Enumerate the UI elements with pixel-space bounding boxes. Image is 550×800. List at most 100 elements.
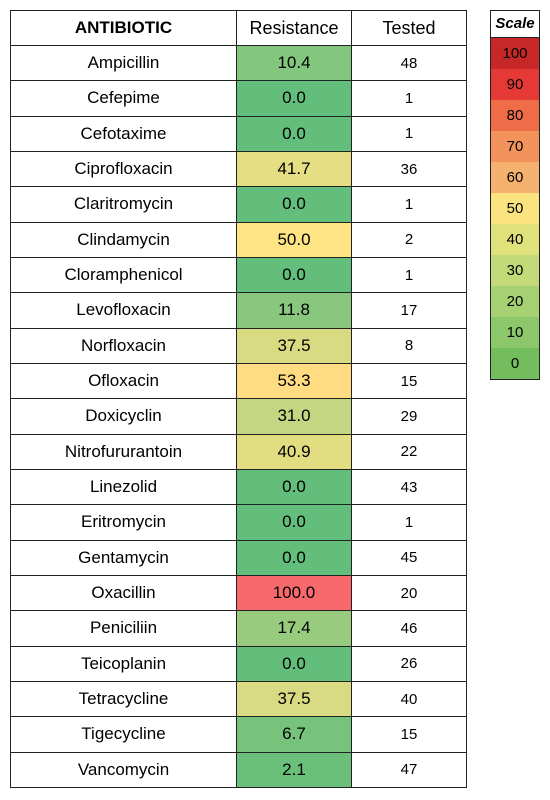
- antibiotic-cell: Linezolid: [10, 468, 237, 506]
- tested-cell: 1: [351, 256, 467, 294]
- antibiotic-column-header: ANTIBIOTIC: [10, 10, 237, 46]
- antibiotic-cell: Peniciliin: [10, 610, 237, 647]
- tested-cell: 17: [351, 292, 467, 329]
- resistance-cell: 37.5: [236, 327, 352, 364]
- scale-step: 60: [491, 162, 539, 193]
- table-row: Teicoplanin 0.0 26: [10, 645, 467, 682]
- scale-step: 0: [491, 348, 539, 379]
- tested-cell: 29: [351, 398, 467, 435]
- tested-cell: 8: [351, 327, 467, 364]
- antibiotic-cell: Norfloxacin: [10, 327, 237, 364]
- resistance-cell: 0.0: [236, 468, 352, 506]
- antibiotic-cell: Eritromycin: [10, 504, 237, 541]
- table-row: Clindamycin 50.0 2: [10, 221, 467, 258]
- tested-cell: 46: [351, 610, 467, 647]
- antibiotic-cell: Vancomycin: [10, 751, 237, 789]
- antibiotic-cell: Cefepime: [10, 80, 237, 117]
- antibiotic-cell: Tigecycline: [10, 716, 237, 753]
- tested-cell: 22: [351, 433, 467, 470]
- table-row: Eritromycin 0.0 1: [10, 504, 467, 541]
- resistance-cell: 53.3: [236, 362, 352, 400]
- table-row: Nitrofururantoin 40.9 22: [10, 433, 467, 470]
- table-row: Tetracycline 37.5 40: [10, 680, 467, 718]
- scale-step: 30: [491, 255, 539, 286]
- tested-cell: 47: [351, 751, 467, 789]
- antibiotic-cell: Claritromycin: [10, 186, 237, 223]
- table-row: Peniciliin 17.4 46: [10, 610, 467, 647]
- color-scale-legend: Scale 100 90 80 70 60 50 40 30 20 10 0: [490, 10, 540, 380]
- table-body: Ampicillin 10.4 48 Cefepime 0.0 1 Cefotaxime 0.…: [10, 44, 467, 789]
- tested-cell: 1: [351, 504, 467, 541]
- resistance-cell: 0.0: [236, 256, 352, 294]
- table-row: Claritromycin 0.0 1: [10, 186, 467, 223]
- tested-cell: 40: [351, 680, 467, 718]
- resistance-cell: 0.0: [236, 645, 352, 682]
- tested-cell: 26: [351, 645, 467, 682]
- header-row: ANTIBIOTIC Resistance Tested: [10, 10, 467, 46]
- scale-title: Scale: [491, 11, 539, 38]
- resistance-cell: 0.0: [236, 186, 352, 223]
- tested-cell: 36: [351, 150, 467, 188]
- antibiotic-cell: Cefotaxime: [10, 115, 237, 152]
- resistance-cell: 100.0: [236, 574, 352, 612]
- table-row: Cefepime 0.0 1: [10, 80, 467, 117]
- antibiotic-cell: Levofloxacin: [10, 292, 237, 329]
- resistance-cell: 17.4: [236, 610, 352, 647]
- scale-step: 50: [491, 193, 539, 224]
- resistance-column-header: Resistance: [236, 10, 352, 46]
- resistance-cell: 31.0: [236, 398, 352, 435]
- scale-step: 40: [491, 224, 539, 255]
- antibiotic-cell: Tetracycline: [10, 680, 237, 718]
- resistance-cell: 10.4: [236, 44, 352, 82]
- table-row: Linezolid 0.0 43: [10, 468, 467, 506]
- table-row: Vancomycin 2.1 47: [10, 751, 467, 789]
- tested-cell: 48: [351, 44, 467, 82]
- tested-cell: 43: [351, 468, 467, 506]
- scale-steps: 100 90 80 70 60 50 40 30 20 10 0: [491, 38, 539, 379]
- antibiotic-cell: Cloramphenicol: [10, 256, 237, 294]
- scale-step: 10: [491, 317, 539, 348]
- antibiotic-cell: Doxicyclin: [10, 398, 237, 435]
- resistance-cell: 0.0: [236, 115, 352, 152]
- table-row: Cloramphenicol 0.0 1: [10, 256, 467, 294]
- tested-cell: 45: [351, 539, 467, 576]
- table-row: Levofloxacin 11.8 17: [10, 292, 467, 329]
- resistance-cell: 0.0: [236, 504, 352, 541]
- scale-step: 80: [491, 100, 539, 131]
- resistance-cell: 41.7: [236, 150, 352, 188]
- tested-cell: 20: [351, 574, 467, 612]
- tested-cell: 15: [351, 716, 467, 753]
- antibiotic-cell: Ampicillin: [10, 44, 237, 82]
- table-row: Norfloxacin 37.5 8: [10, 327, 467, 364]
- table-row: Gentamycin 0.0 45: [10, 539, 467, 576]
- antibiotic-cell: Nitrofururantoin: [10, 433, 237, 470]
- table-row: Tigecycline 6.7 15: [10, 716, 467, 753]
- tested-cell: 1: [351, 115, 467, 152]
- table-row: Oxacillin 100.0 20: [10, 574, 467, 612]
- resistance-cell: 0.0: [236, 539, 352, 576]
- scale-step: 20: [491, 286, 539, 317]
- table-row: Ciprofloxacin 41.7 36: [10, 150, 467, 188]
- antibiotic-cell: Oxacillin: [10, 574, 237, 612]
- scale-step: 90: [491, 69, 539, 100]
- resistance-cell: 50.0: [236, 221, 352, 258]
- antibiotic-cell: Teicoplanin: [10, 645, 237, 682]
- scale-step: 100: [491, 38, 539, 69]
- resistance-cell: 6.7: [236, 716, 352, 753]
- resistance-cell: 0.0: [236, 80, 352, 117]
- tested-cell: 15: [351, 362, 467, 400]
- resistance-table: ANTIBIOTIC Resistance Tested Ampicillin 1…: [10, 10, 467, 789]
- table-row: Ofloxacin 53.3 15: [10, 362, 467, 400]
- table-row: Ampicillin 10.4 48: [10, 44, 467, 82]
- antibiotic-cell: Gentamycin: [10, 539, 237, 576]
- tested-column-header: Tested: [351, 10, 467, 46]
- tested-cell: 2: [351, 221, 467, 258]
- table-row: Doxicyclin 31.0 29: [10, 398, 467, 435]
- resistance-cell: 2.1: [236, 751, 352, 789]
- tested-cell: 1: [351, 186, 467, 223]
- antibiotic-cell: Ciprofloxacin: [10, 150, 237, 188]
- resistance-cell: 37.5: [236, 680, 352, 718]
- antibiotic-cell: Ofloxacin: [10, 362, 237, 400]
- scale-step: 70: [491, 131, 539, 162]
- resistance-cell: 40.9: [236, 433, 352, 470]
